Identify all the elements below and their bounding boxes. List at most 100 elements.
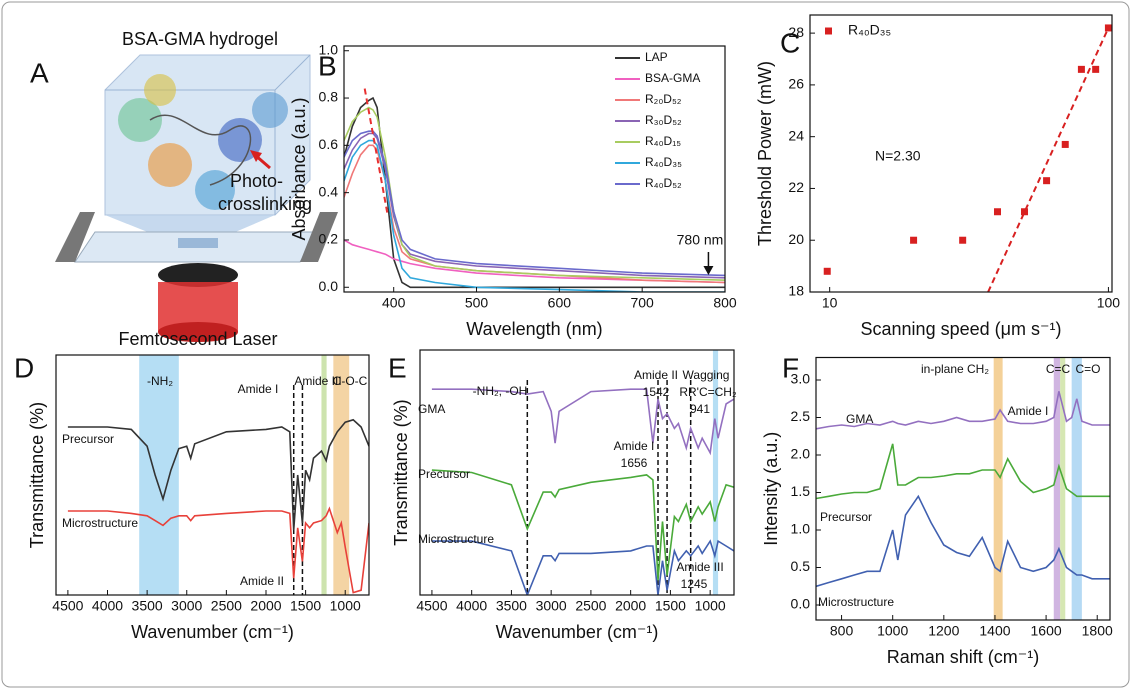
chart-panel: C 10 100 18 20 22 24 26 28 Scanning speed (μm s⁻¹… <box>755 14 1121 339</box>
x-tick-label: 700 <box>630 295 654 311</box>
x-tick-label: 1400 <box>979 623 1010 639</box>
y-tick-label: 26 <box>788 76 804 92</box>
annotation: -NH₂, -OH <box>473 384 528 398</box>
panel-a-illustration: A BSA-GMA hydrogel Photo- crosslinking F… <box>30 29 338 349</box>
legend-label: R₂₀D₅₂ <box>645 92 682 106</box>
chart-panel: B 400 500 600 700 800 0.0 0.2 0.4 0.6 0.8 1.0 Wavele… <box>289 41 737 338</box>
axes-frame <box>815 356 1111 621</box>
x-tick-label: 2500 <box>211 598 242 614</box>
annotation: Amide III <box>294 374 341 388</box>
series-line <box>816 494 1110 588</box>
x-tick-label: 1800 <box>1082 623 1113 639</box>
x-tick-label: 4500 <box>416 598 447 614</box>
annotation: RR'C=CH₂ <box>679 385 737 399</box>
series-label: GMA <box>418 402 445 416</box>
point <box>910 236 918 244</box>
legend-label: BSA-GMA <box>645 71 700 85</box>
annotation: Amide I <box>614 439 655 453</box>
band <box>993 357 1003 620</box>
legend-swatch <box>825 27 832 35</box>
x-tick-label: 800 <box>830 623 854 639</box>
x-tick-label: 2000 <box>615 598 646 614</box>
y-tick-label: 0.8 <box>319 89 339 105</box>
series-label: Microstructure <box>418 532 494 546</box>
legend-label: R₄₀D₃₅ <box>645 155 682 169</box>
series-line <box>344 130 725 277</box>
band <box>321 355 327 595</box>
x-tick-label: 3000 <box>171 598 202 614</box>
annotation: C-O-C <box>333 374 368 388</box>
x-tick-label: 2000 <box>250 598 281 614</box>
panel-label: F <box>782 352 799 383</box>
chart-panel: F 800 1000 1200 1400 1600 1800 0.0 0.5 1.0 1.5 2.0 2… <box>761 352 1113 666</box>
series-label: Precursor <box>418 467 470 481</box>
annotation: C=O <box>1075 362 1100 376</box>
x-tick-label: 3500 <box>496 598 527 614</box>
panel-label: A <box>30 57 49 88</box>
x-tick-label: 1200 <box>928 623 959 639</box>
chart-panel: E 4500 4000 3500 3000 2500 2000 1500 1000 Wavenum… <box>388 349 737 642</box>
point <box>1077 65 1085 73</box>
series-line <box>67 418 369 531</box>
y-axis-title: Absorbance (a.u.) <box>289 97 309 240</box>
panel-label: C <box>780 27 800 58</box>
legend-label: R₄₀D₁₅ <box>645 134 681 148</box>
axes-frame <box>343 45 726 293</box>
band <box>1060 357 1066 620</box>
y-tick-label: 1.0 <box>791 521 811 537</box>
y-tick-label: 1.5 <box>791 483 811 499</box>
series-label: Microstructure <box>62 516 138 530</box>
y-tick-label: 1.0 <box>319 41 339 57</box>
series-label: GMA <box>846 412 873 426</box>
y-tick-label: 22 <box>788 179 804 195</box>
y-tick-label: 0.6 <box>319 136 339 152</box>
y-tick-label: 2.0 <box>791 446 811 462</box>
cube-taper <box>105 215 275 245</box>
series-label: Precursor <box>820 510 872 524</box>
y-tick-label: 0.4 <box>319 183 339 199</box>
band <box>333 355 350 595</box>
x-tick-label: 100 <box>1097 295 1121 311</box>
series-line <box>344 132 725 279</box>
x-tick-label: 500 <box>465 295 489 311</box>
x-tick-label: 10 <box>822 295 838 311</box>
x-axis-title: Wavenumber (cm⁻¹) <box>496 622 659 642</box>
x-axis-title: Scanning speed (μm s⁻¹) <box>861 319 1062 339</box>
x-tick-label: 1500 <box>655 598 686 614</box>
panel-label: B <box>318 50 337 81</box>
series-line <box>816 391 1110 430</box>
x-tick-label: 4000 <box>92 598 123 614</box>
annotation: Amide III <box>676 560 723 574</box>
x-tick-label: 4000 <box>456 598 487 614</box>
plot-area <box>431 350 734 595</box>
point <box>1092 65 1100 73</box>
fit-line <box>987 27 1110 292</box>
band <box>1071 357 1082 620</box>
x-tick-label: 1600 <box>1031 623 1062 639</box>
series-line <box>431 388 734 456</box>
point <box>1021 208 1029 216</box>
x-tick-label: 800 <box>713 295 737 311</box>
band <box>712 350 719 595</box>
y-axis-title: Intensity (a.u.) <box>761 432 781 546</box>
x-tick-label: 3000 <box>536 598 567 614</box>
y-tick-label: 0.5 <box>791 558 811 574</box>
y-tick-label: 3.0 <box>791 371 811 387</box>
annotation: 1245 <box>681 577 708 591</box>
point <box>1043 177 1051 185</box>
legend-label: R₃₀D₅₂ <box>645 113 682 127</box>
point <box>823 267 831 275</box>
legend-label: R₄₀D₅₂ <box>645 176 682 190</box>
laser <box>158 322 238 342</box>
chart-panel: D 4500 4000 3500 3000 2500 2000 1500 1000 Wavenum… <box>14 352 370 642</box>
band <box>139 355 179 595</box>
y-tick-label: 24 <box>788 127 804 143</box>
panel-label: E <box>388 352 407 383</box>
annotation: 1656 <box>621 456 648 470</box>
y-axis-title: Transmittance (%) <box>27 402 47 548</box>
annotation: 1542 <box>643 385 670 399</box>
objective <box>158 263 238 287</box>
x-tick-label: 1000 <box>330 598 361 614</box>
x-tick-label: 4500 <box>52 598 83 614</box>
laser-label: Femtosecond Laser <box>118 329 277 349</box>
